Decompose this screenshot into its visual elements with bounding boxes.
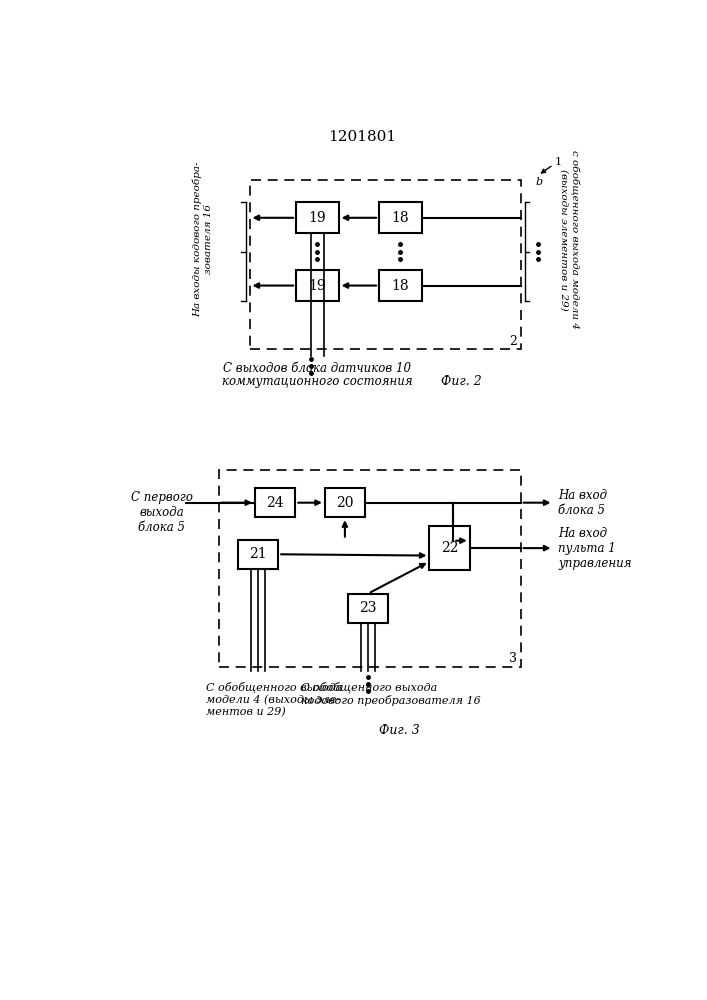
Bar	[238, 540, 279, 569]
Text: С выходов блока датчиков 10: С выходов блока датчиков 10	[223, 362, 411, 375]
Text: 21: 21	[250, 547, 267, 561]
Text: Фиг. 3: Фиг. 3	[379, 724, 420, 737]
Text: 1201801: 1201801	[328, 130, 396, 144]
Bar	[250, 180, 521, 349]
Text: 20: 20	[336, 496, 354, 510]
Bar	[429, 526, 469, 570]
Text: 22: 22	[440, 541, 458, 555]
Text: 19: 19	[308, 211, 326, 225]
Bar	[218, 470, 521, 667]
Text: 3: 3	[509, 652, 517, 666]
Text: С обобщенного выхода
модели 4 (выходы эле-
ментов и 29): С обобщенного выхода модели 4 (выходы эл…	[206, 682, 342, 717]
Bar	[325, 488, 365, 517]
Text: коммутационного состояния: коммутационного состояния	[222, 375, 412, 388]
Text: 24: 24	[267, 496, 284, 510]
Text: 2: 2	[509, 335, 517, 348]
Bar	[379, 202, 421, 233]
Text: С первого
выхода
блока 5: С первого выхода блока 5	[131, 491, 193, 534]
Bar	[348, 594, 388, 623]
Text: b: b	[536, 177, 543, 187]
Text: На вход
блока 5: На вход блока 5	[558, 489, 607, 517]
Text: На вход
пульта 1
управления: На вход пульта 1 управления	[558, 527, 631, 570]
Text: 18: 18	[392, 279, 409, 293]
Text: С обобщенного выхода
кодового преобразователя 16: С обобщенного выхода кодового преобразов…	[300, 682, 481, 706]
Text: 19: 19	[308, 279, 326, 293]
Bar	[296, 202, 339, 233]
Text: 1: 1	[554, 157, 561, 167]
Bar	[379, 270, 421, 301]
Text: Фиг. 2: Фиг. 2	[441, 375, 481, 388]
Text: 23: 23	[359, 601, 377, 615]
Text: с обобщенного выхода модели 4
(выходы элементов и 29): с обобщенного выхода модели 4 (выходы эл…	[559, 150, 579, 329]
Text: 18: 18	[392, 211, 409, 225]
Text: На входы кодового преобра-
зователя 16: На входы кодового преобра- зователя 16	[193, 162, 213, 317]
Bar	[255, 488, 296, 517]
Bar	[296, 270, 339, 301]
